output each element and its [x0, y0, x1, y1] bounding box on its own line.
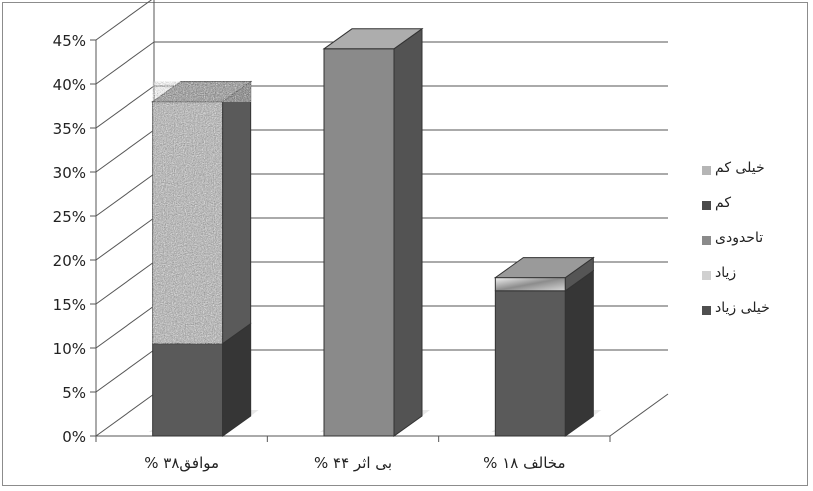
bar-segment: [323, 48, 395, 437]
labels-layer: 0% 5% 10% 15% 20% 25% 30% 35% 40% 45% موافق۳۸ % بی …: [53, 32, 566, 472]
y-tick-label: 5%: [62, 384, 86, 402]
y-tick-label: 0%: [62, 428, 86, 446]
legend-swatch: [702, 236, 711, 245]
y-tick-label: 40%: [53, 76, 86, 94]
legend-item: زیاد: [700, 263, 808, 288]
bar-top-texture: [151, 81, 253, 103]
y-tick-label: 20%: [53, 252, 86, 270]
bars-layer: [148, 27, 602, 437]
legend-item: کم: [700, 193, 808, 218]
x-category-label: مخالف ۱۸ %: [483, 454, 565, 472]
y-tick-label: 10%: [53, 340, 86, 358]
legend-label: خیلی کم: [715, 160, 765, 176]
legend-swatch: [702, 201, 711, 210]
gridline-diagonal: [95, 0, 153, 41]
gridline-diagonal: [95, 261, 155, 305]
bar-segment: [152, 343, 224, 437]
bar-segment: [494, 290, 566, 437]
bar-segment: [494, 277, 566, 292]
legend-label: کم: [715, 195, 731, 211]
legend-item: خیلی کم: [700, 158, 808, 183]
y-tick-label: 25%: [53, 208, 86, 226]
floor-edge: [609, 393, 669, 437]
legend-swatch: [702, 306, 711, 315]
x-category-label: بی اثر ۴۴ %: [314, 454, 392, 472]
legend-item: خیلی زیاد: [700, 298, 808, 323]
legend-label: تاحدودی: [715, 230, 764, 246]
bar-segment-texture: [152, 101, 224, 345]
bar-top: [322, 28, 424, 50]
legend-label: خیلی زیاد: [715, 300, 770, 316]
gridline-diagonal: [95, 129, 155, 173]
bar-top: [493, 257, 595, 279]
legend-swatch: [702, 166, 711, 175]
legend: خیلی کم کم تاحدودی زیاد خیلی زیاد: [700, 158, 808, 333]
gridline-diagonal: [95, 393, 155, 437]
y-tick-label: 35%: [53, 120, 86, 138]
gridline-diagonal: [95, 173, 155, 217]
gridline-diagonal: [95, 305, 155, 349]
bar-side: [564, 269, 594, 437]
y-tick-label: 45%: [53, 32, 86, 50]
gridline-diagonal: [95, 41, 155, 85]
legend-label: زیاد: [715, 265, 737, 281]
gridline-diagonal: [95, 85, 155, 129]
legend-swatch: [702, 271, 711, 280]
gridline-diagonal: [95, 349, 155, 393]
gridline-diagonal: [95, 217, 155, 261]
y-tick-label: 30%: [53, 164, 86, 182]
bar-side: [393, 27, 423, 437]
y-tick-label: 15%: [53, 296, 86, 314]
x-category-label: موافق۳۸ %: [144, 454, 219, 472]
legend-item: تاحدودی: [700, 228, 808, 253]
bar-side: [222, 80, 252, 345]
